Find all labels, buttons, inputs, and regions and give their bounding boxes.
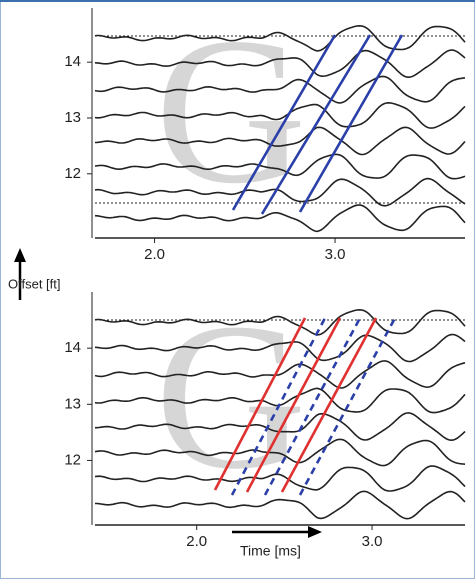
moveout-line bbox=[298, 34, 404, 213]
trace bbox=[94, 465, 466, 492]
moveout-line bbox=[260, 34, 372, 215]
moveout-line bbox=[263, 317, 362, 496]
trace bbox=[94, 360, 466, 389]
x-tick-label: 2.0 bbox=[186, 533, 207, 550]
moveout-line bbox=[245, 317, 342, 493]
moveout-line bbox=[298, 317, 397, 496]
moveout-line bbox=[230, 317, 327, 496]
watermark: G bbox=[155, 0, 307, 227]
y-tick-label: 14 bbox=[64, 339, 81, 356]
trace bbox=[94, 177, 466, 207]
x-tick-label: 3.0 bbox=[325, 246, 346, 263]
trace bbox=[94, 333, 466, 363]
offset-arrow bbox=[14, 248, 26, 300]
y-tick-label: 12 bbox=[64, 165, 81, 182]
trace bbox=[94, 75, 466, 104]
x-axis-label: Time [ms] bbox=[240, 543, 301, 559]
x-tick-label: 2.0 bbox=[144, 246, 165, 263]
trace bbox=[94, 308, 466, 336]
trace bbox=[94, 101, 466, 129]
time-arrow bbox=[232, 526, 322, 538]
trace bbox=[94, 126, 466, 156]
moveout-line bbox=[280, 317, 378, 493]
y-tick-label: 14 bbox=[64, 53, 81, 70]
trace bbox=[94, 49, 466, 79]
moveout-line bbox=[213, 317, 307, 491]
moveout-line bbox=[231, 34, 337, 211]
y-tick-label: 13 bbox=[64, 395, 81, 412]
trace bbox=[94, 204, 466, 233]
y-tick-label: 13 bbox=[64, 109, 81, 126]
trace bbox=[94, 438, 466, 467]
trace bbox=[94, 153, 466, 180]
trace bbox=[94, 24, 466, 52]
trace bbox=[95, 490, 466, 520]
x-tick-label: 3.0 bbox=[362, 533, 383, 550]
y-axis-label: Offset [ft] bbox=[8, 276, 61, 291]
watermark: G bbox=[155, 281, 307, 513]
y-tick-label: 12 bbox=[64, 451, 81, 468]
